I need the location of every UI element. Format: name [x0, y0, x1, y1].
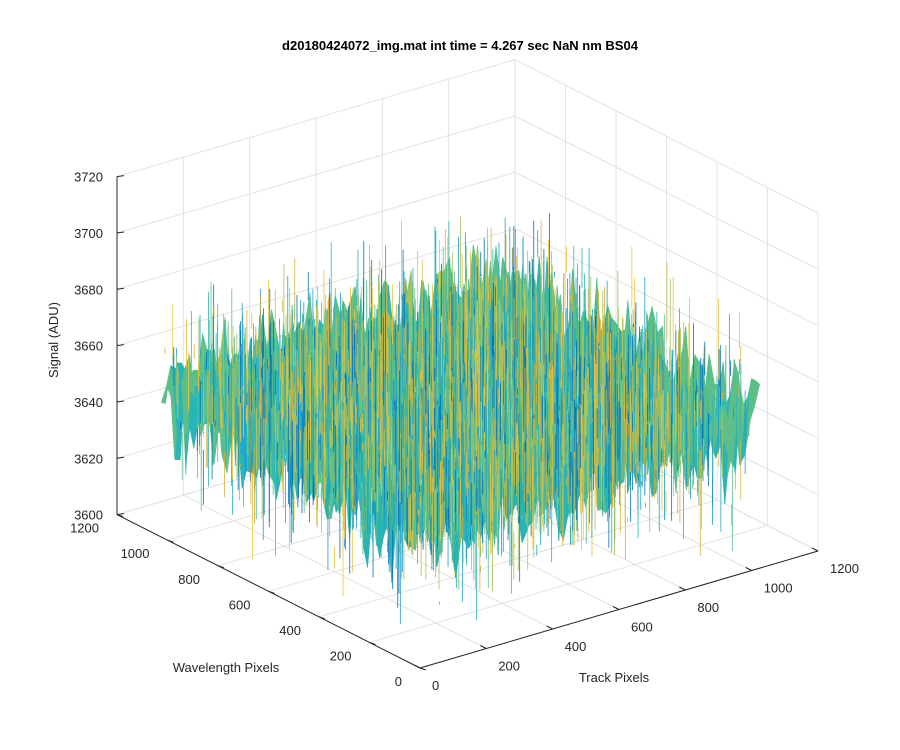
grid-line — [369, 524, 768, 643]
grid-line — [116, 171, 516, 290]
grid-line — [116, 59, 516, 178]
grid-line — [514, 115, 819, 270]
grid-line — [514, 59, 819, 214]
surface-mesh — [161, 213, 761, 625]
grid-line — [514, 228, 819, 383]
grid-line — [514, 171, 819, 327]
grid-line — [116, 115, 516, 234]
grid-line — [514, 284, 819, 439]
